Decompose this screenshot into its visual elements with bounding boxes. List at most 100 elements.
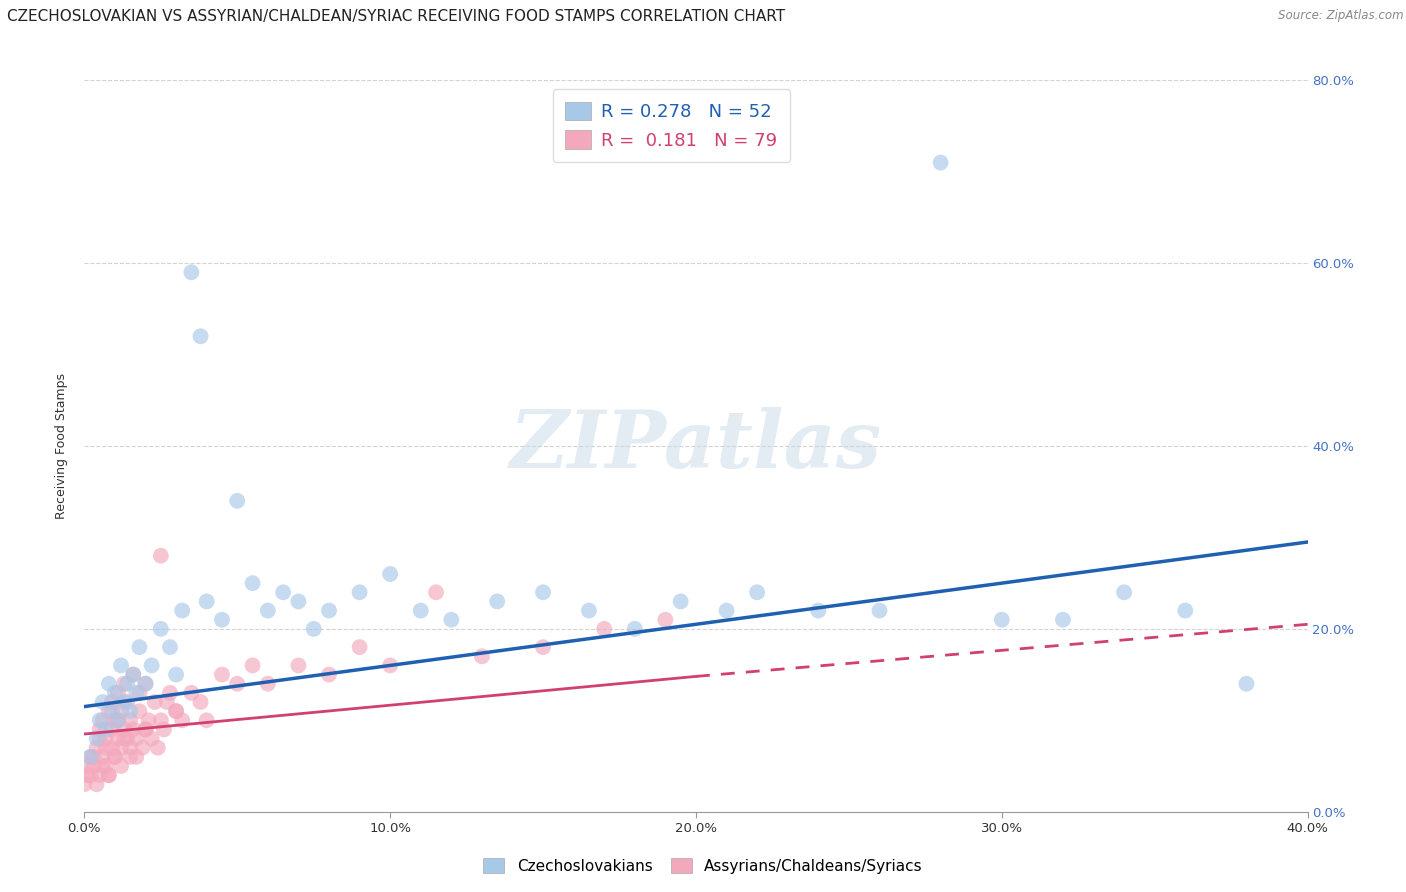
Point — [79, 768, 101, 782]
Point — [115, 731, 138, 746]
Point — [624, 622, 647, 636]
Point — [101, 704, 124, 718]
Point — [128, 640, 150, 655]
Point — [380, 567, 402, 582]
Y-axis label: Receiving Food Stamps: Receiving Food Stamps — [55, 373, 69, 519]
Point — [110, 740, 132, 755]
Point — [97, 768, 120, 782]
Point — [287, 658, 309, 673]
Point — [593, 622, 616, 636]
Point — [110, 759, 132, 773]
Point — [211, 613, 233, 627]
Point — [869, 603, 891, 617]
Point — [125, 749, 148, 764]
Point — [112, 731, 135, 746]
Point — [172, 603, 194, 617]
Point — [807, 603, 830, 617]
Point — [107, 731, 129, 746]
Point — [76, 768, 98, 782]
Point — [149, 622, 172, 636]
Point — [135, 723, 157, 737]
Point — [91, 714, 114, 728]
Point — [135, 676, 157, 690]
Point — [120, 749, 142, 764]
Point — [195, 594, 218, 608]
Point — [409, 603, 432, 617]
Point — [115, 695, 138, 709]
Point — [159, 640, 181, 655]
Point — [94, 759, 117, 773]
Point — [97, 704, 120, 718]
Point — [669, 594, 692, 608]
Point — [165, 704, 187, 718]
Point — [86, 731, 108, 746]
Point — [107, 686, 129, 700]
Point — [104, 749, 127, 764]
Point — [929, 155, 952, 169]
Point — [86, 740, 108, 755]
Point — [131, 740, 153, 755]
Point — [115, 676, 138, 690]
Text: CZECHOSLOVAKIAN VS ASSYRIAN/CHALDEAN/SYRIAC RECEIVING FOOD STAMPS CORRELATION CH: CZECHOSLOVAKIAN VS ASSYRIAN/CHALDEAN/SYR… — [7, 9, 785, 24]
Point — [159, 686, 181, 700]
Point — [89, 768, 111, 782]
Point — [149, 549, 172, 563]
Point — [195, 714, 218, 728]
Text: ZIPatlas: ZIPatlas — [510, 408, 882, 484]
Point — [380, 658, 402, 673]
Point — [76, 759, 98, 773]
Point — [104, 686, 127, 700]
Point — [110, 658, 132, 673]
Point — [190, 695, 212, 709]
Point — [153, 723, 176, 737]
Point — [165, 667, 187, 681]
Point — [440, 613, 463, 627]
Point — [91, 759, 114, 773]
Point — [578, 603, 600, 617]
Point — [104, 749, 127, 764]
Point — [122, 723, 145, 737]
Point — [97, 676, 120, 690]
Point — [112, 723, 135, 737]
Point — [149, 714, 172, 728]
Point — [91, 749, 114, 764]
Point — [143, 695, 166, 709]
Legend: Czechoslovakians, Assyrians/Chaldeans/Syriacs: Czechoslovakians, Assyrians/Chaldeans/Sy… — [477, 852, 929, 880]
Point — [101, 723, 124, 737]
Point — [128, 704, 150, 718]
Point — [716, 603, 738, 617]
Point — [156, 695, 179, 709]
Point — [112, 695, 135, 709]
Point — [1052, 613, 1074, 627]
Point — [257, 603, 280, 617]
Point — [271, 585, 294, 599]
Point — [172, 714, 194, 728]
Point — [83, 759, 105, 773]
Point — [1174, 603, 1197, 617]
Point — [190, 329, 212, 343]
Text: Source: ZipAtlas.com: Source: ZipAtlas.com — [1278, 9, 1403, 22]
Point — [141, 658, 163, 673]
Point — [242, 576, 264, 591]
Point — [135, 723, 157, 737]
Point — [146, 740, 169, 755]
Point — [94, 740, 117, 755]
Point — [349, 585, 371, 599]
Point — [94, 731, 117, 746]
Point — [211, 667, 233, 681]
Point — [318, 603, 340, 617]
Point — [79, 749, 101, 764]
Point — [89, 731, 111, 746]
Point — [531, 585, 554, 599]
Point — [79, 749, 101, 764]
Point — [83, 749, 105, 764]
Point — [180, 686, 202, 700]
Point — [226, 493, 249, 508]
Point — [89, 714, 111, 728]
Point — [91, 695, 114, 709]
Point — [242, 658, 264, 673]
Point — [101, 740, 124, 755]
Point — [125, 686, 148, 700]
Point — [89, 723, 111, 737]
Point — [138, 714, 160, 728]
